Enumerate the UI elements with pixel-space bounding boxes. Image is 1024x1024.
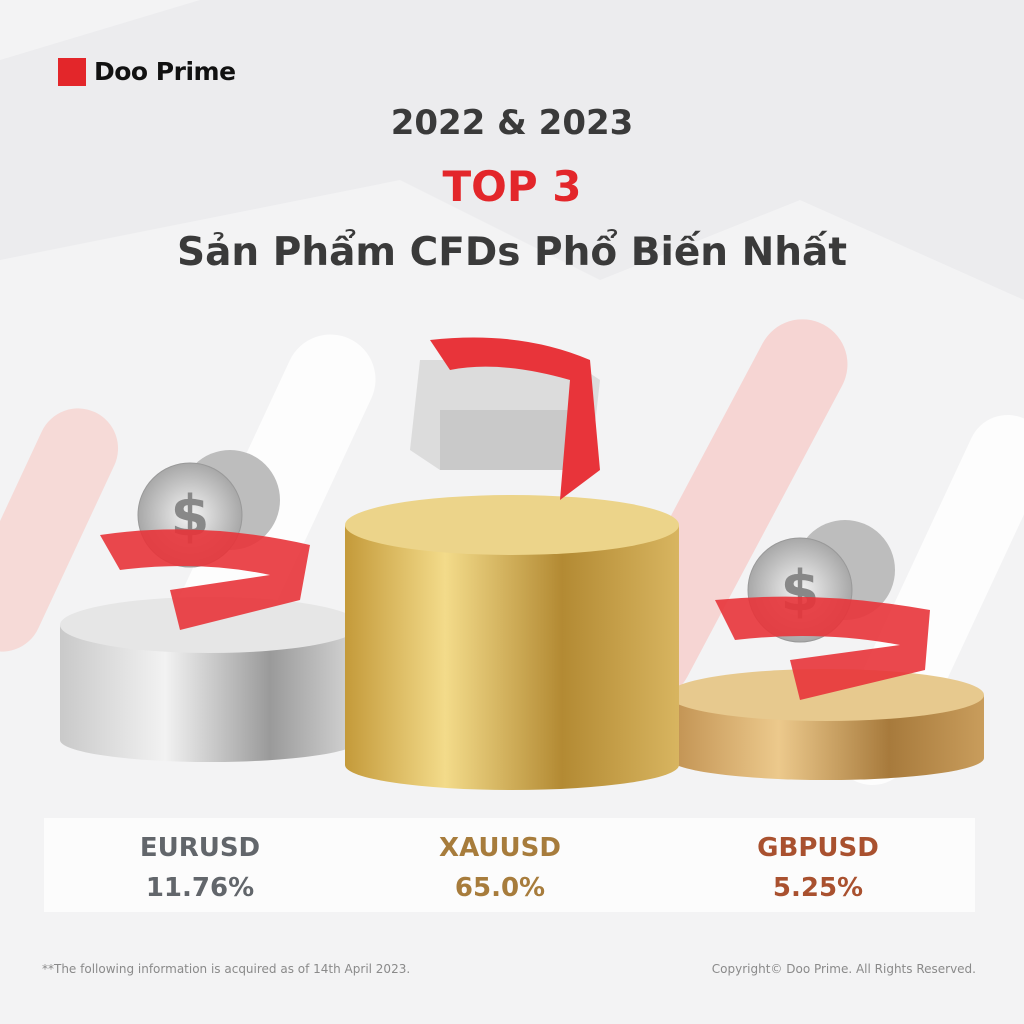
- dollar-coin-icon-left: $: [100, 450, 310, 630]
- symbol: EURUSD: [139, 833, 261, 863]
- gold-podium: [345, 495, 679, 790]
- product-gbpusd: GBPUSD 5.25%: [668, 828, 968, 908]
- years-heading: 2022 & 2023: [390, 103, 634, 143]
- silver-podium: [60, 597, 360, 762]
- footnote: **The following information is acquired …: [42, 962, 411, 976]
- subtitle-heading: Sản Phẩm CFDs Phổ Biến Nhất: [176, 230, 848, 275]
- share: 65.0%: [454, 873, 546, 903]
- dollar-coin-icon-right: $: [715, 520, 930, 700]
- silver-bars-icon: [410, 337, 600, 500]
- top3-heading: TOP 3: [442, 162, 582, 211]
- symbol: GBPUSD: [757, 833, 879, 863]
- bronze-podium: [668, 669, 984, 780]
- product-xauusd: XAUUSD 65.0%: [350, 828, 650, 908]
- share: 5.25%: [772, 873, 864, 903]
- product-eurusd: EURUSD 11.76%: [50, 828, 350, 908]
- brand-name: Doo Prime: [94, 57, 236, 86]
- logo-mark-icon: [58, 57, 86, 86]
- doo-prime-logo: Doo Prime: [58, 57, 236, 86]
- symbol: XAUUSD: [439, 833, 561, 863]
- share: 11.76%: [145, 873, 255, 903]
- copyright: Copyright© Doo Prime. All Rights Reserve…: [711, 962, 976, 976]
- results-panel: [44, 818, 975, 912]
